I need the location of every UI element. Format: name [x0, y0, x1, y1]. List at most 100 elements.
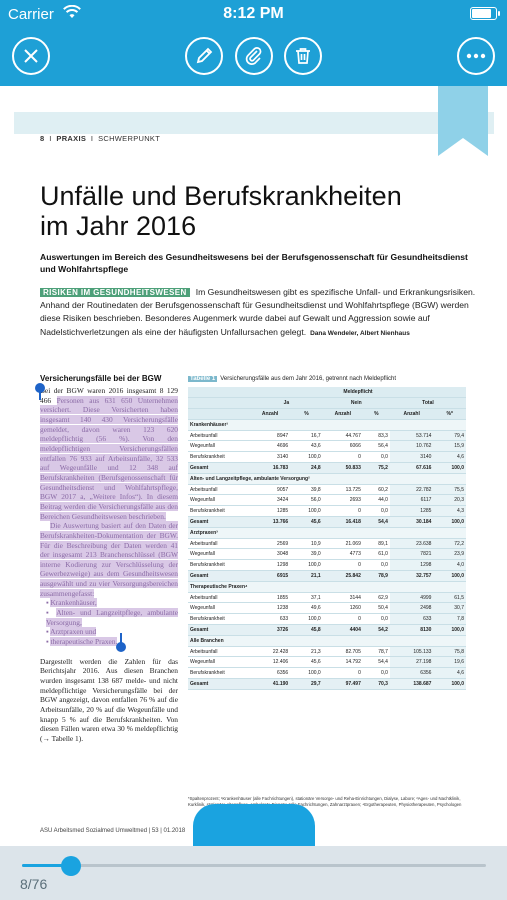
table-cell: 75,2: [362, 462, 390, 474]
table-cell: 78,7: [362, 646, 390, 658]
table-row: Berufskrankheit 6356 100,0 0 0,0 6356 4,6: [188, 667, 466, 680]
table-row: Gesamt 6915 21,1 25.842 78,9 32.757 100,0: [188, 570, 466, 582]
table-cell: Berufskrankheit: [188, 451, 250, 464]
page-slider-knob[interactable]: [60, 856, 81, 876]
table-header: %: [362, 408, 390, 420]
paragraph: Dargestellt werden die Zahlen für das Be…: [40, 656, 178, 743]
table-cell: 24,8: [290, 462, 323, 474]
more-button[interactable]: [457, 37, 495, 75]
table-cell: 54,2: [362, 624, 390, 636]
table-cell: 0: [322, 451, 363, 464]
table-cell: 79,4: [433, 430, 466, 442]
table-cell: 22.428: [250, 646, 291, 658]
table-cell: Gesamt: [188, 516, 250, 528]
table-header: Anzahl: [250, 408, 291, 420]
table-cell: 21.069: [322, 538, 363, 550]
table-cell: 62,9: [362, 592, 390, 604]
text-selection[interactable]: Die Auswertung basiert auf den Daten der…: [40, 521, 178, 598]
table-cell: 12.406: [250, 656, 291, 669]
table-group-row: Therapeutische Praxen⁴: [188, 581, 466, 593]
table-cell: Arbeitsunfall: [188, 592, 250, 604]
table-cell: 60,2: [362, 484, 390, 496]
table-header: Nein: [322, 397, 390, 410]
table-cell: 0,0: [362, 451, 390, 464]
table-cell: 4999: [389, 592, 434, 604]
table-row: Wegeunfall 1238 49,6 1260 50,4 2498 30,7: [188, 602, 466, 615]
table-cell: 43,6: [290, 440, 323, 453]
table-header: Ja: [250, 397, 323, 410]
trash-icon: [296, 48, 310, 64]
table-cell: 89,1: [362, 538, 390, 550]
bookmark-icon[interactable]: [438, 86, 488, 156]
document-page[interactable]: 8 I PRAXIS I SCHWERPUNKT Unfälle und Ber…: [0, 86, 507, 846]
selected-list[interactable]: Krankenhäuser, Alten- und Langzeitpflege…: [40, 598, 178, 647]
table-cell: 27.198: [389, 656, 434, 669]
table-header: %: [290, 408, 323, 420]
selection-end-handle[interactable]: [116, 642, 126, 652]
table-row: Wegeunfall 12.406 45,6 14.792 54,4 27.198 19,6: [188, 656, 466, 669]
table-cell: Wegeunfall: [188, 494, 250, 507]
table-cell: 37,1: [290, 592, 323, 604]
table-row: Arbeitsunfall 9057 39,8 13.725 60,2 22.782 75,…: [188, 484, 466, 496]
table-cell: 2498: [389, 602, 434, 615]
table-cell: 100,0: [433, 624, 466, 636]
table-cell: 6915: [250, 570, 291, 582]
close-button[interactable]: [12, 37, 50, 75]
section-heading: Versicherungsfälle bei der BGW: [40, 374, 162, 383]
table-cell: 6356: [250, 667, 291, 680]
pencil-icon: [196, 47, 213, 64]
table-cell: 50,4: [362, 602, 390, 615]
table-cell: Berufskrankheit: [188, 559, 250, 572]
table-cell: Gesamt: [188, 462, 250, 474]
more-icon: [466, 53, 486, 59]
table-cell: 49,6: [290, 602, 323, 615]
delete-button[interactable]: [284, 37, 322, 75]
list-item: Alten- und Langzeitpflege, ambulante Ver…: [46, 608, 178, 627]
selection-start-caret: [39, 388, 41, 400]
table-cell: 0: [322, 667, 363, 680]
table-row: Arbeitsunfall 1855 37,1 3144 62,9 4999 61,5: [188, 592, 466, 604]
table-cell: 1285: [250, 505, 291, 518]
table-cell: 13.725: [322, 484, 363, 496]
table-cell: 16.418: [322, 516, 363, 528]
table-cell: 44.767: [322, 430, 363, 442]
table-cell: 97.497: [322, 678, 363, 690]
table-cell: Arbeitsunfall: [188, 646, 250, 658]
table-cell: 53.714: [389, 430, 434, 442]
column-body[interactable]: Bei der BGW waren 2016 insgesamt 8 129 4…: [40, 386, 179, 744]
article-subtitle: Auswertungen im Bereich des Gesundheitsw…: [40, 252, 468, 274]
attach-button[interactable]: [235, 37, 273, 75]
table-cell: 3144: [322, 592, 363, 604]
table-cell: 23.638: [389, 538, 434, 550]
table-cell: 4,0: [433, 559, 466, 572]
table-cell: 82.705: [322, 646, 363, 658]
table-row: Arbeitsunfall 2569 10,9 21.069 89,1 23.638 72,…: [188, 538, 466, 550]
table-cell: 16,7: [290, 430, 323, 442]
table-row: Wegeunfall 3048 39,0 4773 61,0 7821 23,9: [188, 548, 466, 561]
table-header: [188, 387, 250, 399]
table-cell: 45,6: [290, 656, 323, 669]
table-cell: Berufskrankheit: [188, 505, 250, 518]
table-cell: 50.833: [322, 462, 363, 474]
table-cell: Arbeitsunfall: [188, 430, 250, 442]
table-cell: 30,7: [433, 602, 466, 615]
table-cell: 61,5: [433, 592, 466, 604]
edit-button[interactable]: [185, 37, 223, 75]
page-slider-track[interactable]: [22, 864, 486, 867]
page-slider-bar: 8/76: [0, 846, 507, 900]
table-cell: 44,0: [362, 494, 390, 507]
table-cell: 4404: [322, 624, 363, 636]
article-column[interactable]: Versicherungsfälle bei der BGW Bei der B…: [40, 374, 179, 744]
selection-end-caret: [120, 633, 122, 645]
table-cell: Wegeunfall: [188, 656, 250, 669]
text-selection[interactable]: Personen aus 631 650 Unternehmen versich…: [40, 395, 179, 521]
table-footnote: *Spaltenprozent; ¹Krankenhäuser (alle Fa…: [188, 796, 462, 807]
table-cell: 4696: [250, 440, 291, 453]
table-cell: Wegeunfall: [188, 548, 250, 561]
article-title: Unfälle und Berufskrankheiten im Jahr 201…: [40, 181, 402, 241]
table-group-row: Alle Branchen: [188, 635, 466, 647]
table-cell: Wegeunfall: [188, 440, 250, 453]
table-row: Gesamt 41.190 29,7 97.497 70,3 138.687 100,0: [188, 678, 466, 690]
battery-icon: [470, 7, 500, 20]
table-cell: 67.616: [389, 462, 434, 474]
